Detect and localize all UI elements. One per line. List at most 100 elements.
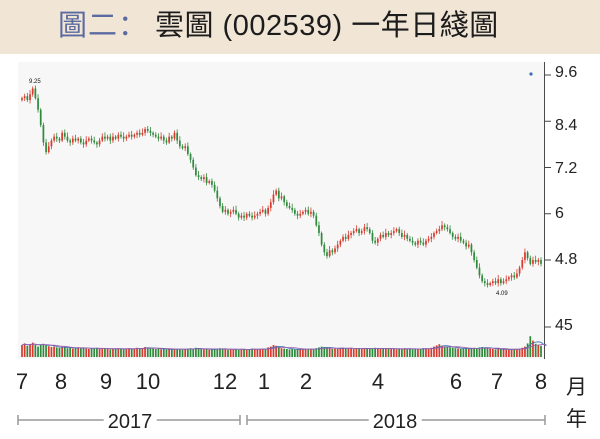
candle-body	[104, 136, 106, 139]
volume-bar	[112, 348, 114, 357]
volume-bar	[454, 348, 457, 357]
volume-bar	[178, 349, 181, 357]
volume-bar	[323, 347, 326, 357]
volume-bar	[411, 349, 414, 357]
candle-body	[37, 98, 39, 110]
volume-bar	[312, 349, 315, 357]
candle-body	[240, 215, 243, 218]
candle-body	[195, 167, 197, 176]
volume-bar	[516, 349, 518, 357]
candle-body	[157, 136, 160, 139]
volume-bar	[240, 349, 243, 357]
candle-body	[532, 260, 534, 264]
volume-bar	[494, 349, 497, 357]
candle-body	[269, 202, 272, 208]
candle-body	[63, 132, 66, 137]
volume-bar	[165, 349, 168, 357]
candle-body	[491, 281, 494, 284]
volume-bar	[50, 347, 53, 357]
candle-body	[446, 227, 449, 230]
candle-body	[235, 209, 237, 214]
candle-body	[540, 260, 542, 264]
volume-bar	[435, 345, 438, 357]
candle-body	[229, 211, 232, 214]
candle-body	[42, 125, 45, 143]
candle-body	[149, 130, 152, 133]
volume-bar	[144, 347, 146, 357]
volume-bar	[74, 348, 77, 357]
candle-body	[304, 209, 307, 212]
volume-bar	[403, 348, 406, 357]
candle-body	[417, 240, 419, 245]
volume-bar	[465, 348, 467, 357]
volume-bar	[192, 349, 195, 357]
volume-bar	[136, 347, 138, 357]
volume-bar	[481, 347, 484, 357]
candle-body	[465, 242, 467, 247]
volume-bar	[61, 347, 63, 357]
year-unit-label: 年	[566, 408, 587, 431]
volume-bar	[339, 348, 342, 357]
volume-bar	[138, 348, 141, 357]
volume-bar	[291, 349, 294, 357]
x-tick-label: 8	[54, 369, 68, 394]
candle-body	[513, 275, 516, 278]
volume-bar	[500, 349, 502, 357]
candle-body	[526, 252, 529, 259]
candle-body	[176, 132, 179, 141]
volume-bar	[125, 349, 128, 357]
candle-body	[184, 146, 187, 149]
candle-body	[213, 184, 216, 191]
volume-bar	[473, 347, 475, 357]
volume-bar	[438, 344, 441, 357]
candle-body	[82, 142, 85, 145]
candle-body	[23, 96, 26, 99]
candle-body	[510, 275, 513, 278]
candle-body	[328, 250, 331, 257]
volume-bar	[513, 349, 516, 357]
candle-body	[395, 229, 398, 232]
volume-bar	[122, 349, 125, 357]
candle-body	[34, 88, 37, 99]
plot-area	[18, 62, 545, 359]
candle-body	[347, 234, 350, 239]
volume-bar	[88, 349, 90, 357]
volume-bar	[518, 348, 521, 357]
volume-bar	[154, 349, 157, 357]
volume-bar	[302, 348, 304, 357]
volume-bar	[310, 349, 312, 357]
volume-bar	[524, 346, 526, 357]
volume-bar	[376, 348, 379, 357]
candle-body	[133, 134, 136, 137]
candle-body	[537, 260, 540, 262]
candle-body	[162, 136, 165, 141]
volume-bar	[69, 347, 72, 357]
candle-body	[197, 175, 200, 178]
candle-body	[481, 275, 484, 282]
x-tick-label: 6	[449, 369, 463, 394]
volume-bar	[371, 348, 374, 357]
candle-body	[232, 209, 235, 212]
candle-body	[128, 134, 130, 137]
volume-bar	[299, 349, 302, 357]
volume-bar	[216, 348, 219, 357]
candle-body	[251, 215, 253, 218]
x-tick-label: 9	[99, 369, 113, 394]
candle-body	[173, 132, 176, 139]
volume-bar	[267, 347, 269, 357]
volume-bar	[475, 348, 478, 357]
volume-bar	[205, 349, 208, 357]
candle-body	[288, 206, 291, 208]
volume-bar	[272, 345, 275, 357]
volume-bar	[417, 348, 419, 357]
candle-body	[106, 136, 109, 139]
candle-body	[518, 267, 521, 274]
volume-bar	[232, 349, 235, 357]
candle-body	[154, 134, 157, 137]
volume-bar	[98, 349, 101, 357]
y-tick-label: 6	[555, 205, 564, 222]
candle-body	[326, 252, 328, 257]
candle-body	[299, 213, 302, 216]
volume-bar	[109, 349, 112, 357]
